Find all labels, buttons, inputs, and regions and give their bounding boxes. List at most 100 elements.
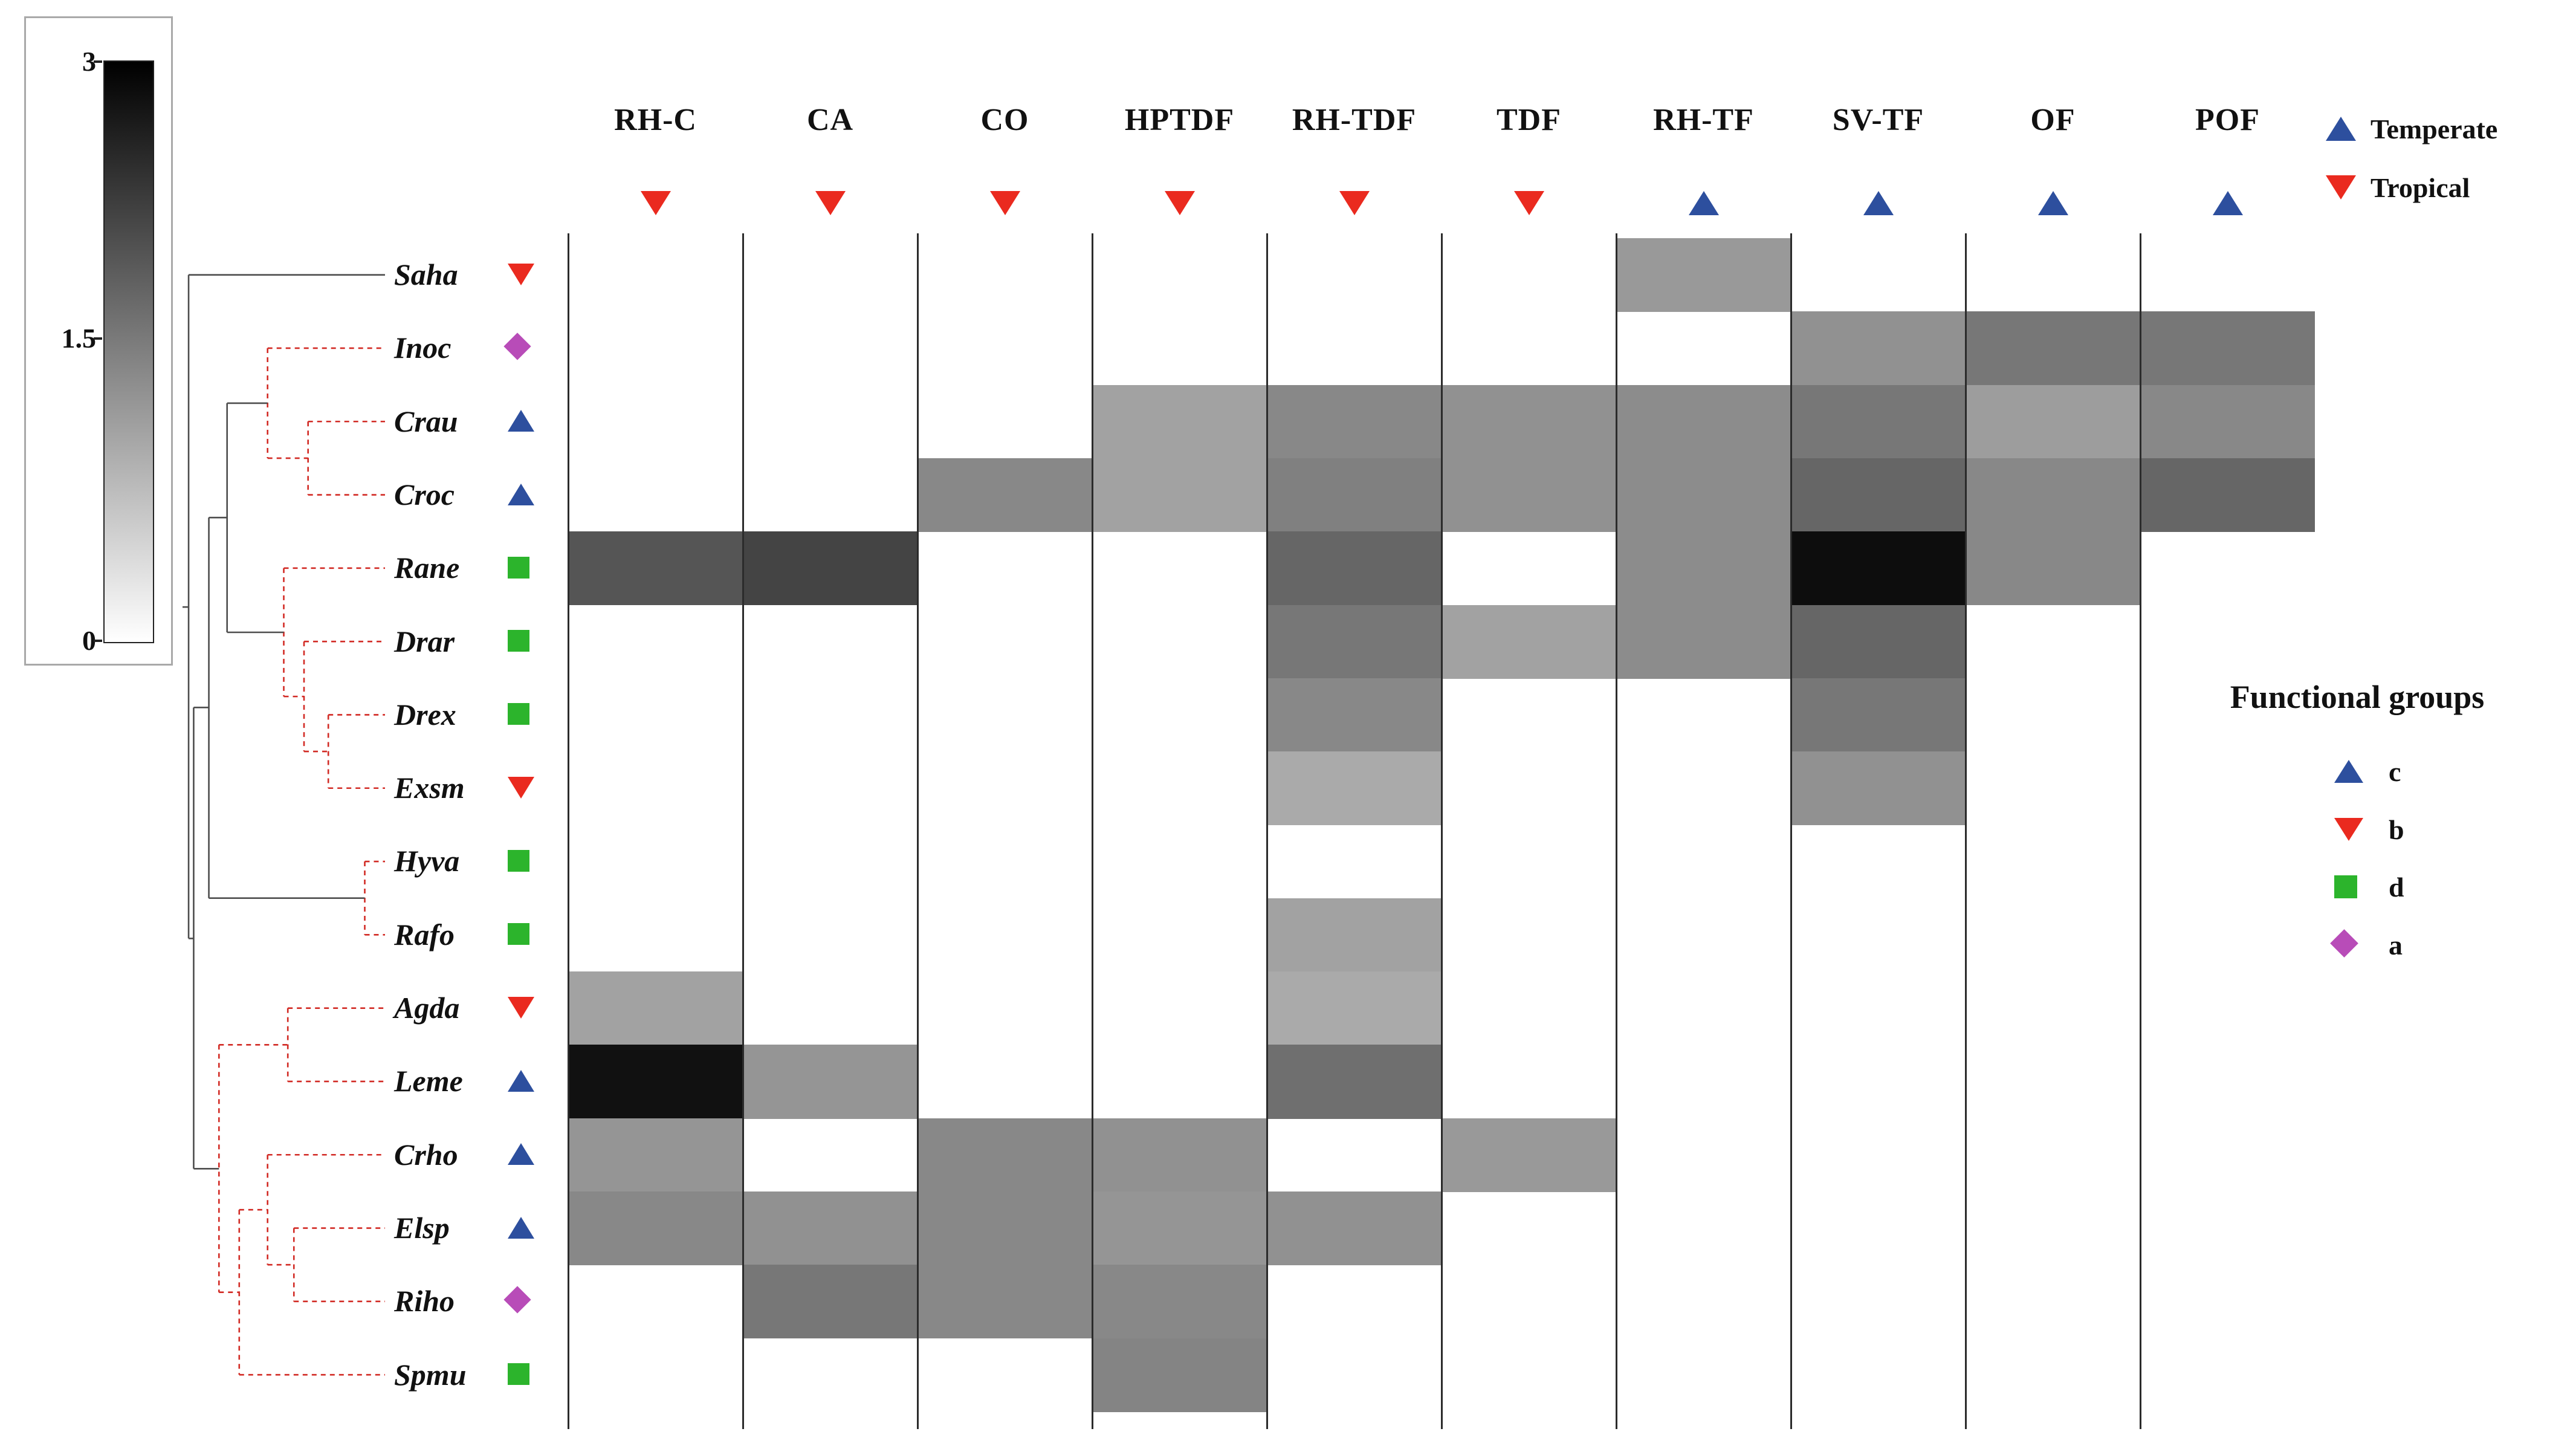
functional-groups-title: Functional groups <box>2230 679 2485 715</box>
row-label-spmu: Spmu <box>394 1357 467 1392</box>
column-separator-line <box>568 233 569 1429</box>
heatmap-cell <box>1791 605 1966 679</box>
heatmap-cell <box>1092 1338 1267 1412</box>
heatmap-cell <box>1267 751 1442 826</box>
column-header-rh-tdf: RH-TDF <box>1292 103 1417 137</box>
column-separator-line <box>1790 233 1792 1429</box>
triangle-down-icon <box>508 776 534 799</box>
heatmap-cell <box>1092 384 1267 459</box>
row-label-saha: Saha <box>394 258 458 291</box>
column-separator-line <box>742 233 744 1429</box>
heatmap-cell <box>568 971 743 1046</box>
triangle-down-icon <box>815 191 846 215</box>
triangle-up-icon <box>508 1069 534 1092</box>
heatmap-cell <box>1966 531 2140 606</box>
triangle-down-icon <box>508 996 534 1019</box>
row-label-riho: Riho <box>394 1284 455 1318</box>
triangle-down-icon <box>989 191 1020 215</box>
heatmap-cell <box>1092 458 1267 533</box>
heatmap-cell <box>568 1118 743 1192</box>
column-separator-line <box>917 233 919 1429</box>
heatmap-cell <box>1966 384 2140 459</box>
diamond-icon <box>503 332 531 360</box>
column-header-hptdf: HPTDF <box>1124 103 1235 137</box>
square-icon <box>508 850 529 872</box>
heatmap-cell <box>1267 458 1442 533</box>
heatmap-cell <box>917 458 1092 533</box>
colorbar-gradient <box>103 60 154 643</box>
column-header-rh-tf: RH-TF <box>1653 103 1754 137</box>
triangle-up-icon <box>2326 117 2356 141</box>
climate-legend-label-tropical: Tropical <box>2371 172 2470 203</box>
column-separator-line <box>1266 233 1268 1429</box>
row-label-drex: Drex <box>394 697 456 731</box>
triangle-down-icon <box>1513 191 1544 215</box>
heatmap-cell <box>1966 458 2140 533</box>
heatmap-cell <box>1966 311 2140 386</box>
heatmap-cell <box>917 1118 1092 1192</box>
triangle-down-icon <box>2326 175 2356 199</box>
heatmap-cell <box>1092 1265 1267 1339</box>
triangle-down-icon <box>2334 817 2363 841</box>
column-separator-line <box>1616 233 1617 1429</box>
triangle-down-icon <box>640 191 671 215</box>
colorbar-tick-mark <box>94 337 102 340</box>
colorbar-tick-mark <box>94 640 102 642</box>
heatmap-cell <box>1267 531 1442 606</box>
diamond-icon <box>2330 929 2358 958</box>
heatmap-cell <box>1616 384 1791 459</box>
row-label-elsp: Elsp <box>394 1210 450 1245</box>
heatmap-cell <box>1267 898 1442 972</box>
heatmap-cell <box>1442 1118 1616 1192</box>
heatmap-cell <box>1791 311 1966 386</box>
heatmap-cell <box>743 531 917 606</box>
square-icon <box>508 1363 529 1386</box>
colorbar-tick-mark <box>94 60 102 63</box>
dendrogram <box>183 274 385 1376</box>
colorbar-max-label: 3 <box>82 46 96 77</box>
climate-legend-label-temperate: Temperate <box>2371 114 2498 144</box>
column-header-pof: POF <box>2195 103 2260 137</box>
row-label-leme: Leme <box>394 1064 463 1098</box>
row-label-exsm: Exsm <box>394 771 465 805</box>
row-label-inoc: Inoc <box>394 331 451 365</box>
diamond-icon <box>503 1286 531 1314</box>
heatmap-cell <box>1442 384 1616 459</box>
functional-group-label-c: c <box>2389 756 2401 787</box>
triangle-up-icon <box>2037 191 2068 215</box>
heatmap-cell <box>1092 1118 1267 1192</box>
functional-group-label-b: b <box>2389 814 2404 845</box>
heatmap-cell <box>743 1265 917 1339</box>
column-separator-line <box>1965 233 1967 1429</box>
heatmap-cell <box>1616 458 1791 533</box>
heatmap-cell <box>568 1191 743 1266</box>
triangle-up-icon <box>508 1143 534 1166</box>
row-label-drar: Drar <box>394 624 455 658</box>
heatmap-cell <box>1616 531 1791 606</box>
heatmap-cell <box>1267 1191 1442 1266</box>
heatmap-cell <box>743 1045 917 1119</box>
row-label-rane: Rane <box>394 551 460 585</box>
triangle-up-icon <box>1688 191 1719 215</box>
heatmap-cell <box>2140 458 2315 533</box>
heatmap-cell <box>1791 531 1966 606</box>
square-icon <box>508 703 529 725</box>
triangle-up-icon <box>508 1216 534 1239</box>
heatmap-cell <box>568 531 743 606</box>
heatmap-cell <box>1267 384 1442 459</box>
row-label-crho: Crho <box>394 1137 458 1172</box>
row-label-croc: Croc <box>394 477 455 511</box>
triangle-up-icon <box>1863 191 1894 215</box>
colorbar-min-label: 0 <box>82 625 96 656</box>
heatmap-cell <box>743 1191 917 1266</box>
triangle-down-icon <box>508 263 534 285</box>
square-icon <box>508 556 529 579</box>
heatmap-cell <box>1791 751 1966 826</box>
triangle-down-icon <box>1339 191 1370 215</box>
functional-group-label-a: a <box>2389 929 2403 961</box>
column-separator-line <box>1092 233 1093 1429</box>
square-icon <box>508 923 529 945</box>
square-icon <box>2334 875 2357 898</box>
column-header-rh-c: RH-C <box>614 103 697 137</box>
